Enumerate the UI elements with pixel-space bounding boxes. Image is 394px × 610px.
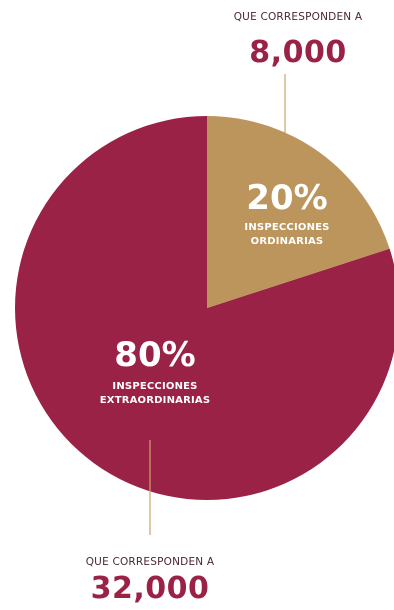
slice-percent-extraordinarias: 80% [114, 335, 195, 375]
bottom-caption: QUE CORRESPONDEN A [86, 556, 215, 568]
slice-inspecciones-extraordinarias [15, 116, 394, 500]
bottom-amount: 32,000 [91, 571, 210, 606]
slice-inspecciones-ordinarias [207, 116, 390, 308]
top-caption: QUE CORRESPONDEN A [234, 11, 363, 23]
slice-label-extraordinarias-line2: EXTRAORDINARIAS [100, 395, 211, 406]
top-amount: 8,000 [249, 35, 346, 70]
slice-label-ordinarias-line1: INSPECCIONES [244, 222, 329, 233]
slice-percent-ordinarias: 20% [246, 178, 327, 218]
slice-label-ordinarias-line2: ORDINARIAS [251, 236, 324, 247]
slice-label-extraordinarias-line1: INSPECCIONES [112, 381, 197, 392]
